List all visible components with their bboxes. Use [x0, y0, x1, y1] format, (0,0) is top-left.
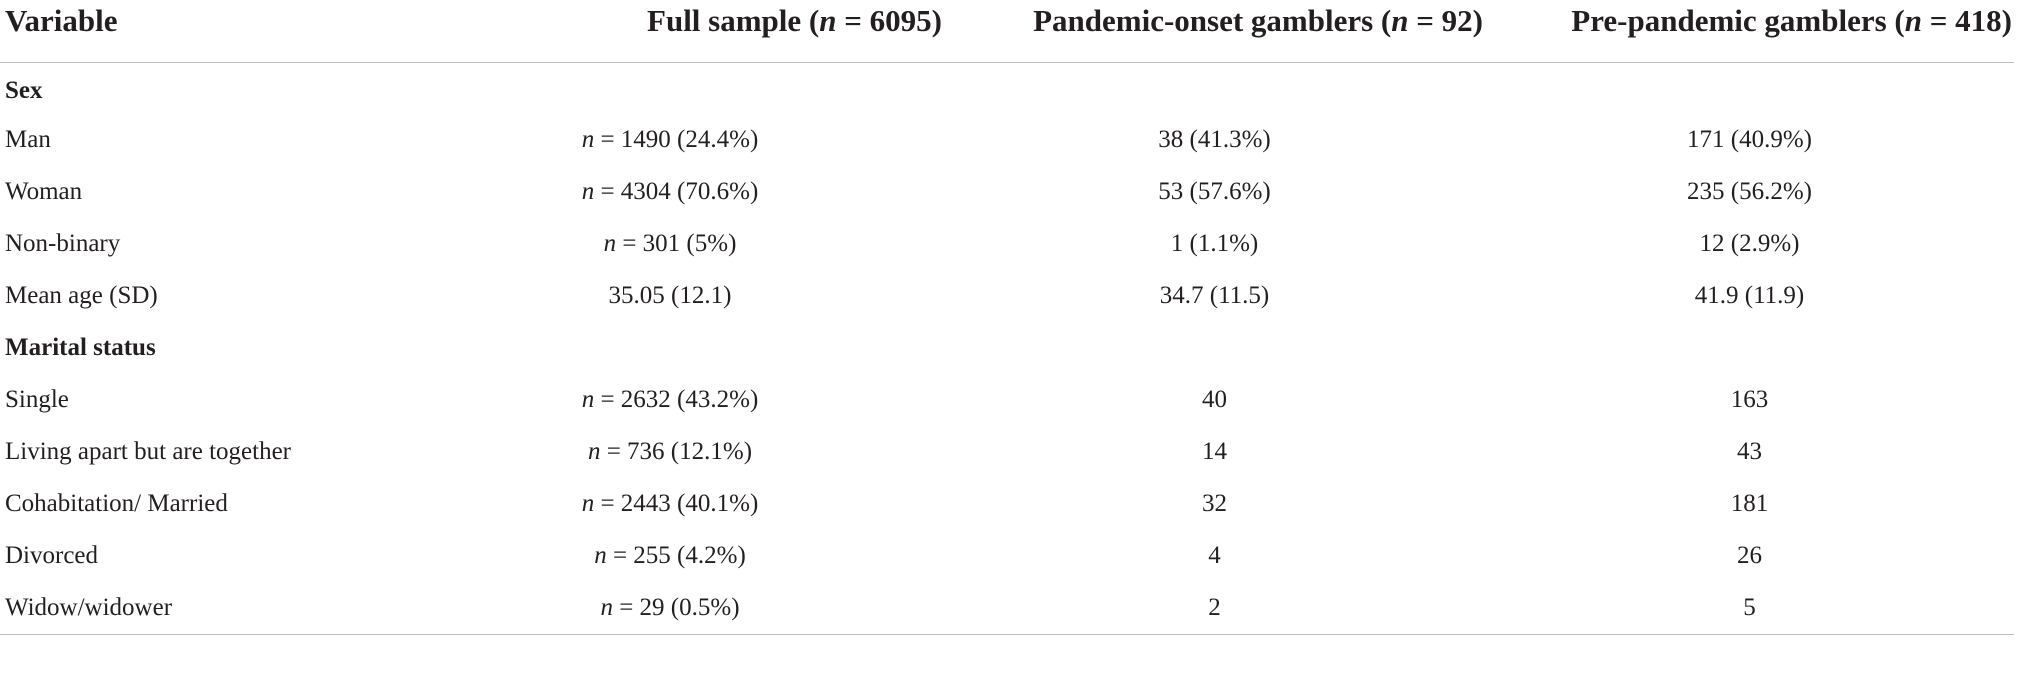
header-full-sample: Full sample (n = 6095) [396, 0, 944, 63]
cell-pandemic-onset: 34.7 (11.5) [1159, 282, 1270, 309]
row-label: Mean age (SD) [5, 282, 158, 309]
cell-pandemic-onset: 38 (41.3%) [1158, 126, 1271, 153]
cell-pre-pandemic: 163 [1730, 386, 1769, 413]
row-label: Single [5, 386, 69, 413]
cell-pandemic-onset: 32 [1202, 490, 1227, 517]
cell-full-sample: n = 1490 (24.4%) [581, 126, 759, 153]
section-title: Marital status [5, 334, 156, 361]
cell-pandemic-onset: 40 [1202, 386, 1227, 413]
header-pre-pandemic: Pre-pandemic gamblers (n = 418) [1485, 0, 2014, 63]
table-row: Cohabitation/ Married n = 2443 (40.1%) 3… [0, 478, 2014, 530]
section-row-marital-status: Marital status [0, 322, 2014, 374]
cell-pre-pandemic: 12 (2.9%) [1699, 230, 1800, 257]
cell-pre-pandemic: 26 [1737, 542, 1762, 569]
cell-pre-pandemic: 43 [1737, 438, 1762, 465]
cell-full-sample: n = 29 (0.5%) [396, 582, 944, 635]
cell-full-sample: n = 736 (12.1%) [587, 438, 753, 465]
cell-pre-pandemic: 235 (56.2%) [1687, 178, 1812, 205]
row-label: Living apart but are together [5, 438, 291, 465]
header-variable: Variable [0, 0, 396, 63]
cell-full-sample: n = 2443 (40.1%) [581, 490, 759, 517]
cell-pandemic-onset: 14 [1202, 438, 1227, 465]
table-row: Divorced n = 255 (4.2%) 4 26 [0, 530, 2014, 582]
section-row-sex: Sex [0, 62, 2014, 114]
cell-pandemic-onset: 2 [944, 582, 1485, 635]
cell-full-sample: 35.05 (12.1) [608, 282, 732, 309]
header-row: Variable Full sample (n = 6095) Pandemic… [0, 0, 2014, 63]
table-row: Living apart but are together n = 736 (1… [0, 426, 2014, 478]
cell-pre-pandemic: 171 (40.9%) [1687, 126, 1812, 153]
cell-full-sample: n = 255 (4.2%) [594, 542, 746, 569]
table-row: Man n = 1490 (24.4%) 38 (41.3%) 171 (40.… [0, 114, 2014, 166]
cell-full-sample: n = 301 (5%) [603, 230, 737, 257]
cell-pre-pandemic: 41.9 (11.9) [1694, 282, 1805, 309]
cell-pre-pandemic: 5 [1485, 582, 2014, 635]
cell-pandemic-onset: 4 [1208, 542, 1221, 569]
demographics-table: Variable Full sample (n = 6095) Pandemic… [0, 0, 2014, 635]
table-row: Single n = 2632 (43.2%) 40 163 [0, 374, 2014, 426]
cell-pre-pandemic: 181 [1730, 490, 1769, 517]
cell-full-sample: n = 2632 (43.2%) [581, 386, 759, 413]
cell-pandemic-onset: 1 (1.1%) [1170, 230, 1259, 257]
row-label: Cohabitation/ Married [5, 490, 228, 517]
row-label: Widow/widower [0, 582, 396, 635]
cell-pandemic-onset: 53 (57.6%) [1158, 178, 1271, 205]
table-row: Widow/widower n = 29 (0.5%) 2 5 [0, 582, 2014, 635]
table-row: Non-binary n = 301 (5%) 1 (1.1%) 12 (2.9… [0, 218, 2014, 270]
row-label: Woman [5, 178, 83, 205]
table-row: Mean age (SD) 35.05 (12.1) 34.7 (11.5) 4… [0, 270, 2014, 322]
row-label: Non-binary [5, 230, 121, 257]
row-label: Man [5, 126, 51, 153]
cell-full-sample: n = 4304 (70.6%) [581, 178, 759, 205]
header-pandemic-onset: Pandemic-onset gamblers (n = 92) [944, 0, 1485, 63]
section-title: Sex [5, 77, 43, 105]
row-label: Divorced [5, 542, 99, 569]
table-row: Woman n = 4304 (70.6%) 53 (57.6%) 235 (5… [0, 166, 2014, 218]
